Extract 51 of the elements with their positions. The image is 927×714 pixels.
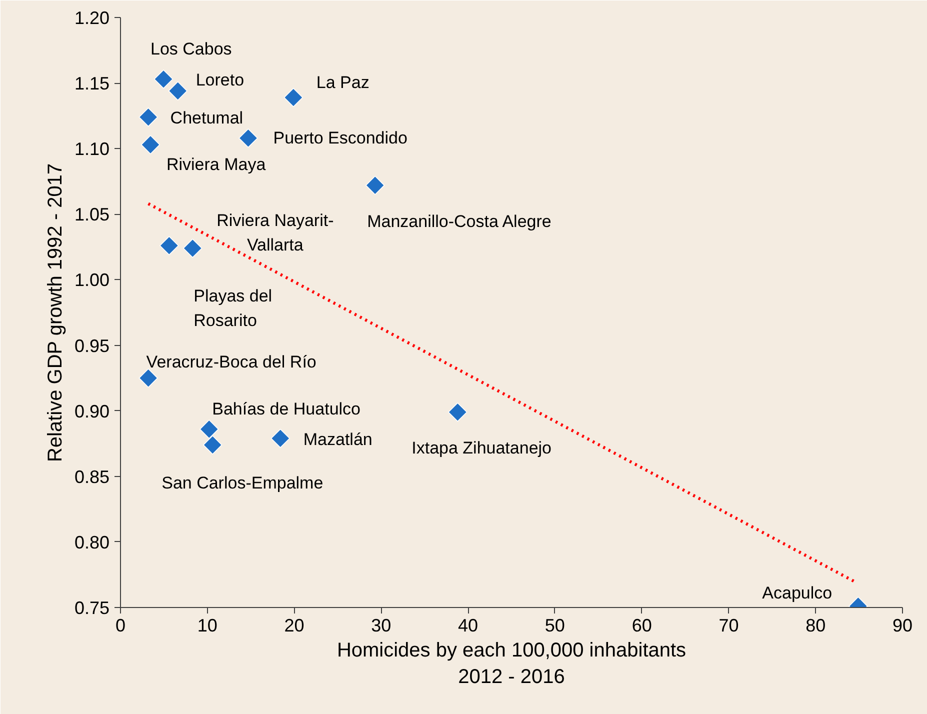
y-tick-label: 1.15 [74,74,110,94]
y-tick-label: 0.75 [74,598,110,618]
point [203,435,222,455]
point [365,176,385,195]
annotation: Mazatlán [303,430,372,449]
x-tick-label: 90 [892,616,913,636]
annotation: La Paz [316,72,370,92]
point [168,81,188,101]
y-tick-label: 1.20 [74,8,110,28]
annotation: San Carlos-Empalme [162,473,324,492]
y-tick-label: 1.00 [74,270,110,290]
annotation: Chetumal [170,108,244,128]
annotation: Ixtapa Zihuatanejo [412,438,552,458]
point [270,428,290,448]
annotation: Playas del Rosarito [194,286,272,330]
x-axis-title: Homicides by each 100,000 inhabitants 2012 - 2016 [336,640,686,688]
annotation: Bahías de Huatulco [212,400,361,419]
x-tick-label: 30 [371,616,392,636]
annotation: Los Cabos [150,40,232,59]
annotation: Riviera Nayarit- Vallarta [216,210,334,254]
point [284,88,303,108]
x-tick-label: 20 [284,616,304,636]
annotation: Manzanillo-Costa Alegre [367,212,552,231]
x-tick-label: 70 [718,616,739,636]
point [238,128,258,148]
y-tick-label: 1.05 [74,204,110,225]
x-tick-label: 10 [197,616,218,636]
x-tick-label: 80 [806,616,826,636]
y-tick-label: 0.95 [74,336,110,356]
annotation: Acapulco [762,584,832,603]
annotation: Puerto Escondido [273,128,408,148]
x-tick-label: 50 [544,616,565,636]
point [200,420,219,439]
y-tick-label: 0.90 [74,401,110,422]
point [138,108,158,127]
annotation: Veracruz-Boca del Río [146,352,316,372]
y-tick-label: 1.10 [74,139,110,160]
y-tick-label: 0.85 [74,466,110,487]
x-tick-label: 40 [458,616,478,636]
point [140,135,160,154]
y-tick-label: 0.80 [74,532,110,552]
point [448,402,468,422]
x-tick-label: 0 [115,616,126,636]
y-axis-title: Relative GDP growth 1992 - 2017 [44,163,66,462]
x-tick-label: 60 [632,616,652,636]
annotation: Loreto [196,70,244,90]
point [160,236,179,256]
annotation: Riviera Maya [166,155,266,174]
point [138,368,158,388]
point [154,70,174,89]
point [183,238,202,258]
